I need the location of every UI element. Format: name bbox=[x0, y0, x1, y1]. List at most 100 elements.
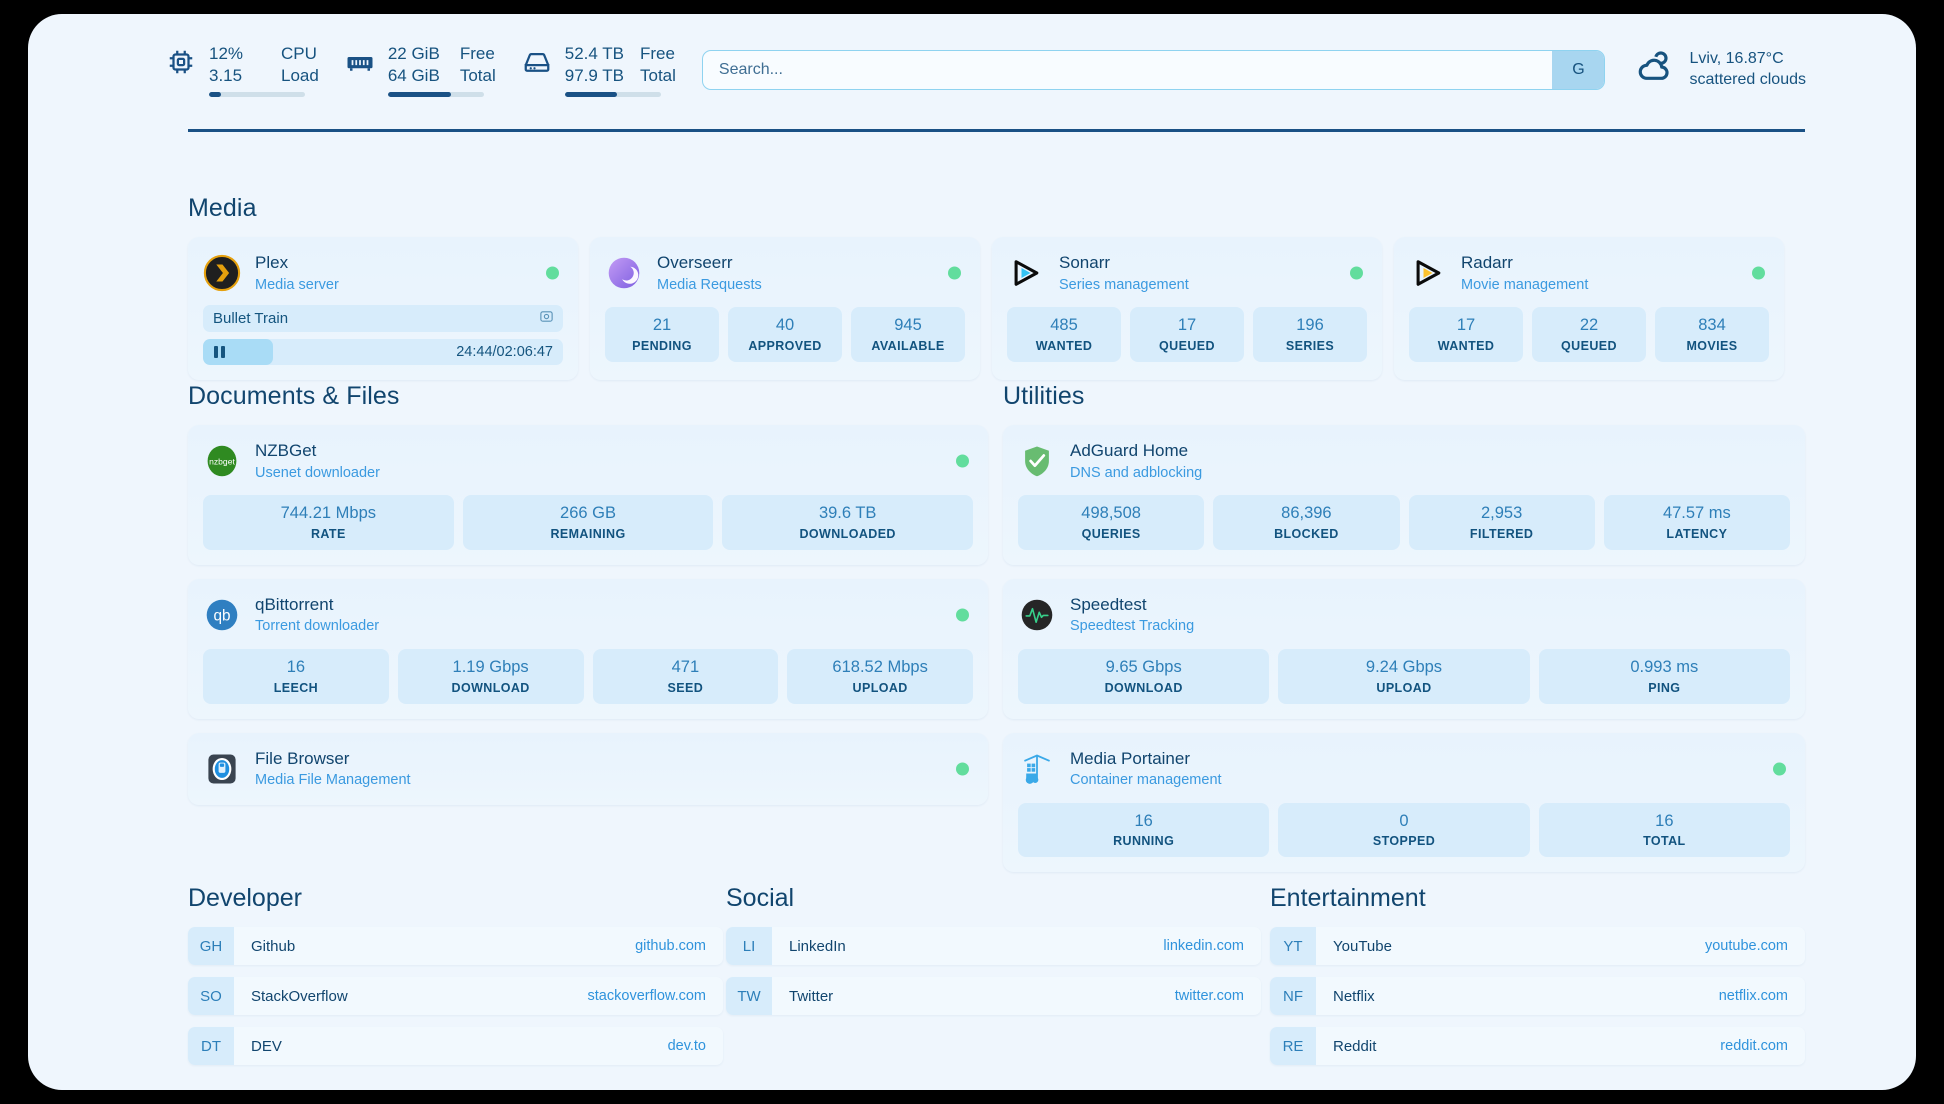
bookmark-url: reddit.com bbox=[1720, 1038, 1788, 1054]
playback-progress-bar[interactable]: 24:44/02:06:47 bbox=[203, 339, 563, 365]
service-card-media-portainer[interactable]: Media Portainer Container management 16 … bbox=[1003, 732, 1805, 873]
stat-tile[interactable]: 17 WANTED bbox=[1409, 307, 1523, 362]
service-card-qbittorrent[interactable]: qb qBittorrent Torrent downloader 16 LEE… bbox=[188, 578, 988, 719]
stat-label: PING bbox=[1648, 680, 1681, 695]
stat-tile[interactable]: 0 STOPPED bbox=[1278, 802, 1530, 858]
search-submit-button[interactable]: G bbox=[1552, 51, 1605, 89]
bookmark-item[interactable]: TW Twitter twitter.com bbox=[726, 977, 1261, 1015]
stat-tile[interactable]: 266 GB REMAINING bbox=[462, 495, 714, 550]
search-input[interactable] bbox=[702, 51, 1553, 89]
bookmark-item[interactable]: LI LinkedIn linkedin.com bbox=[726, 927, 1261, 965]
status-indicator-online bbox=[956, 762, 969, 776]
bookmark-url: dev.to bbox=[667, 1038, 706, 1054]
portainer-icon bbox=[1018, 750, 1056, 788]
search-bar[interactable]: G bbox=[701, 50, 1606, 90]
plex-icon bbox=[203, 254, 241, 292]
pause-icon[interactable] bbox=[214, 346, 225, 358]
system-stat-disk: 52.4 TB 97.9 TB Free Total bbox=[522, 43, 676, 98]
service-card-speedtest[interactable]: Speedtest Speedtest Tracking 9.65 Gbps D… bbox=[1003, 578, 1805, 719]
stat-tile[interactable]: 196 SERIES bbox=[1253, 307, 1367, 362]
service-card-adguard-home[interactable]: AdGuard Home DNS and adblocking 498,508 … bbox=[1003, 425, 1805, 565]
bookmark-abbr: LI bbox=[726, 927, 772, 965]
stat-label: STOPPED bbox=[1372, 834, 1436, 849]
stat-value: 471 bbox=[671, 657, 700, 676]
stat-tile[interactable]: 834 MOVIES bbox=[1655, 307, 1769, 362]
service-card-nzbget[interactable]: nzbget NZBGet Usenet downloader 744.21 M… bbox=[188, 425, 988, 565]
stat-tile[interactable]: 1.19 Gbps DOWNLOAD bbox=[397, 648, 584, 704]
service-card-file-browser[interactable]: File Browser Media File Management bbox=[188, 732, 988, 805]
stat-tile[interactable]: 21 PENDING bbox=[605, 307, 719, 362]
service-name: Media Portainer bbox=[1070, 748, 1191, 768]
stat-value: 945 bbox=[894, 316, 922, 334]
stat-tile[interactable]: 471 SEED bbox=[592, 648, 779, 704]
stat-tile[interactable]: 86,396 BLOCKED bbox=[1213, 495, 1400, 550]
stat-tile[interactable]: 39.6 TB DOWNLOADED bbox=[722, 495, 974, 550]
bookmark-item[interactable]: NF Netflix netflix.com bbox=[1270, 977, 1805, 1015]
now-playing-bar[interactable]: Bullet Train bbox=[203, 305, 563, 332]
bookmark-item[interactable]: RE Reddit reddit.com bbox=[1270, 1027, 1805, 1065]
stat-tile[interactable]: 16 TOTAL bbox=[1538, 802, 1790, 858]
disk-primary-label: Free bbox=[639, 43, 675, 63]
cpu-usage-bar bbox=[209, 92, 305, 98]
service-card-radarr[interactable]: Radarr Movie management 17 WANTED 22 QUE… bbox=[1394, 237, 1784, 380]
service-subtitle: Container management bbox=[1070, 772, 1222, 789]
bookmark-item[interactable]: YT YouTube youtube.com bbox=[1270, 927, 1805, 965]
stat-tile[interactable]: 9.24 Gbps UPLOAD bbox=[1278, 648, 1530, 704]
service-name: NZBGet bbox=[255, 441, 317, 461]
bookmark-name: Twitter bbox=[789, 987, 834, 1005]
stat-row: 485 WANTED 17 QUEUED 196 SERIES bbox=[1007, 307, 1367, 362]
stat-tile[interactable]: 47.57 ms LATENCY bbox=[1603, 495, 1790, 550]
stat-tile[interactable]: 498,508 QUERIES bbox=[1018, 495, 1205, 550]
stat-tile[interactable]: 618.52 Mbps UPLOAD bbox=[787, 648, 973, 704]
weather-widget[interactable]: Lviv, 16.87°C scattered clouds bbox=[1635, 48, 1806, 93]
stat-tile[interactable]: 17 QUEUED bbox=[1130, 307, 1244, 362]
stat-label: QUERIES bbox=[1081, 526, 1141, 541]
stat-tile[interactable]: 0.993 ms PING bbox=[1538, 648, 1790, 704]
bookmark-abbr: DT bbox=[188, 1027, 234, 1065]
adguard-icon bbox=[1018, 442, 1056, 480]
bookmark-group-title: Entertainment bbox=[1270, 884, 1426, 912]
bookmark-item[interactable]: GH Github github.com bbox=[188, 927, 723, 965]
service-card-plex[interactable]: Plex Media server Bullet Train bbox=[188, 237, 578, 380]
now-playing-title: Bullet Train bbox=[213, 310, 289, 327]
stat-value: 16 bbox=[1655, 811, 1674, 830]
stat-value: 16 bbox=[286, 657, 306, 676]
bookmark-item[interactable]: SO StackOverflow stackoverflow.com bbox=[188, 977, 723, 1015]
service-card-sonarr[interactable]: Sonarr Series management 485 WANTED 17 Q… bbox=[992, 237, 1382, 380]
stat-label: LEECH bbox=[273, 680, 319, 695]
stat-tile[interactable]: 16 RUNNING bbox=[1018, 802, 1270, 858]
stat-tile[interactable]: 40 APPROVED bbox=[728, 307, 842, 362]
memory-usage-bar bbox=[387, 92, 484, 98]
stat-tile[interactable]: 2,953 FILTERED bbox=[1408, 495, 1595, 550]
speedtest-icon bbox=[1018, 596, 1056, 634]
cast-icon[interactable] bbox=[539, 309, 554, 329]
svg-text:nzbget: nzbget bbox=[209, 457, 235, 467]
stat-value: 16 bbox=[1134, 811, 1153, 830]
stat-label: RUNNING bbox=[1113, 834, 1175, 849]
service-card-overseerr[interactable]: Overseerr Media Requests 21 PENDING 40 A… bbox=[590, 237, 980, 380]
header-bar: 12% 3.15 CPU Load bbox=[166, 32, 1806, 108]
stat-tile[interactable]: 485 WANTED bbox=[1007, 307, 1121, 362]
service-subtitle: Torrent downloader bbox=[255, 618, 380, 635]
service-subtitle: Speedtest Tracking bbox=[1070, 618, 1195, 635]
weather-location-temp: Lviv, 16.87°C bbox=[1689, 50, 1784, 68]
ram-icon bbox=[345, 47, 375, 82]
stat-tile[interactable]: 744.21 Mbps RATE bbox=[203, 495, 454, 550]
bookmark-url: stackoverflow.com bbox=[587, 988, 706, 1004]
bookmark-group-social: Social LI LinkedIn linkedin.com TW Twitt… bbox=[726, 884, 1261, 1027]
bookmark-name: LinkedIn bbox=[789, 937, 846, 955]
bookmark-item[interactable]: DT DEV dev.to bbox=[188, 1027, 723, 1065]
bookmark-url: linkedin.com bbox=[1163, 938, 1244, 954]
disk-free-value: 52.4 TB bbox=[564, 43, 624, 63]
stat-label: DOWNLOAD bbox=[451, 680, 530, 695]
status-indicator-online bbox=[1350, 266, 1363, 280]
stat-tile[interactable]: 945 AVAILABLE bbox=[851, 307, 965, 362]
stat-tile[interactable]: 22 QUEUED bbox=[1532, 307, 1646, 362]
disk-usage-bar bbox=[564, 92, 661, 98]
disk-total-value: 97.9 TB bbox=[564, 65, 624, 85]
stat-tile[interactable]: 9.65 Gbps DOWNLOAD bbox=[1018, 648, 1270, 704]
stat-tile[interactable]: 16 LEECH bbox=[203, 648, 389, 704]
bookmark-name: Github bbox=[251, 937, 296, 955]
service-name: Sonarr bbox=[1059, 253, 1111, 273]
bookmark-name: DEV bbox=[251, 1037, 282, 1055]
